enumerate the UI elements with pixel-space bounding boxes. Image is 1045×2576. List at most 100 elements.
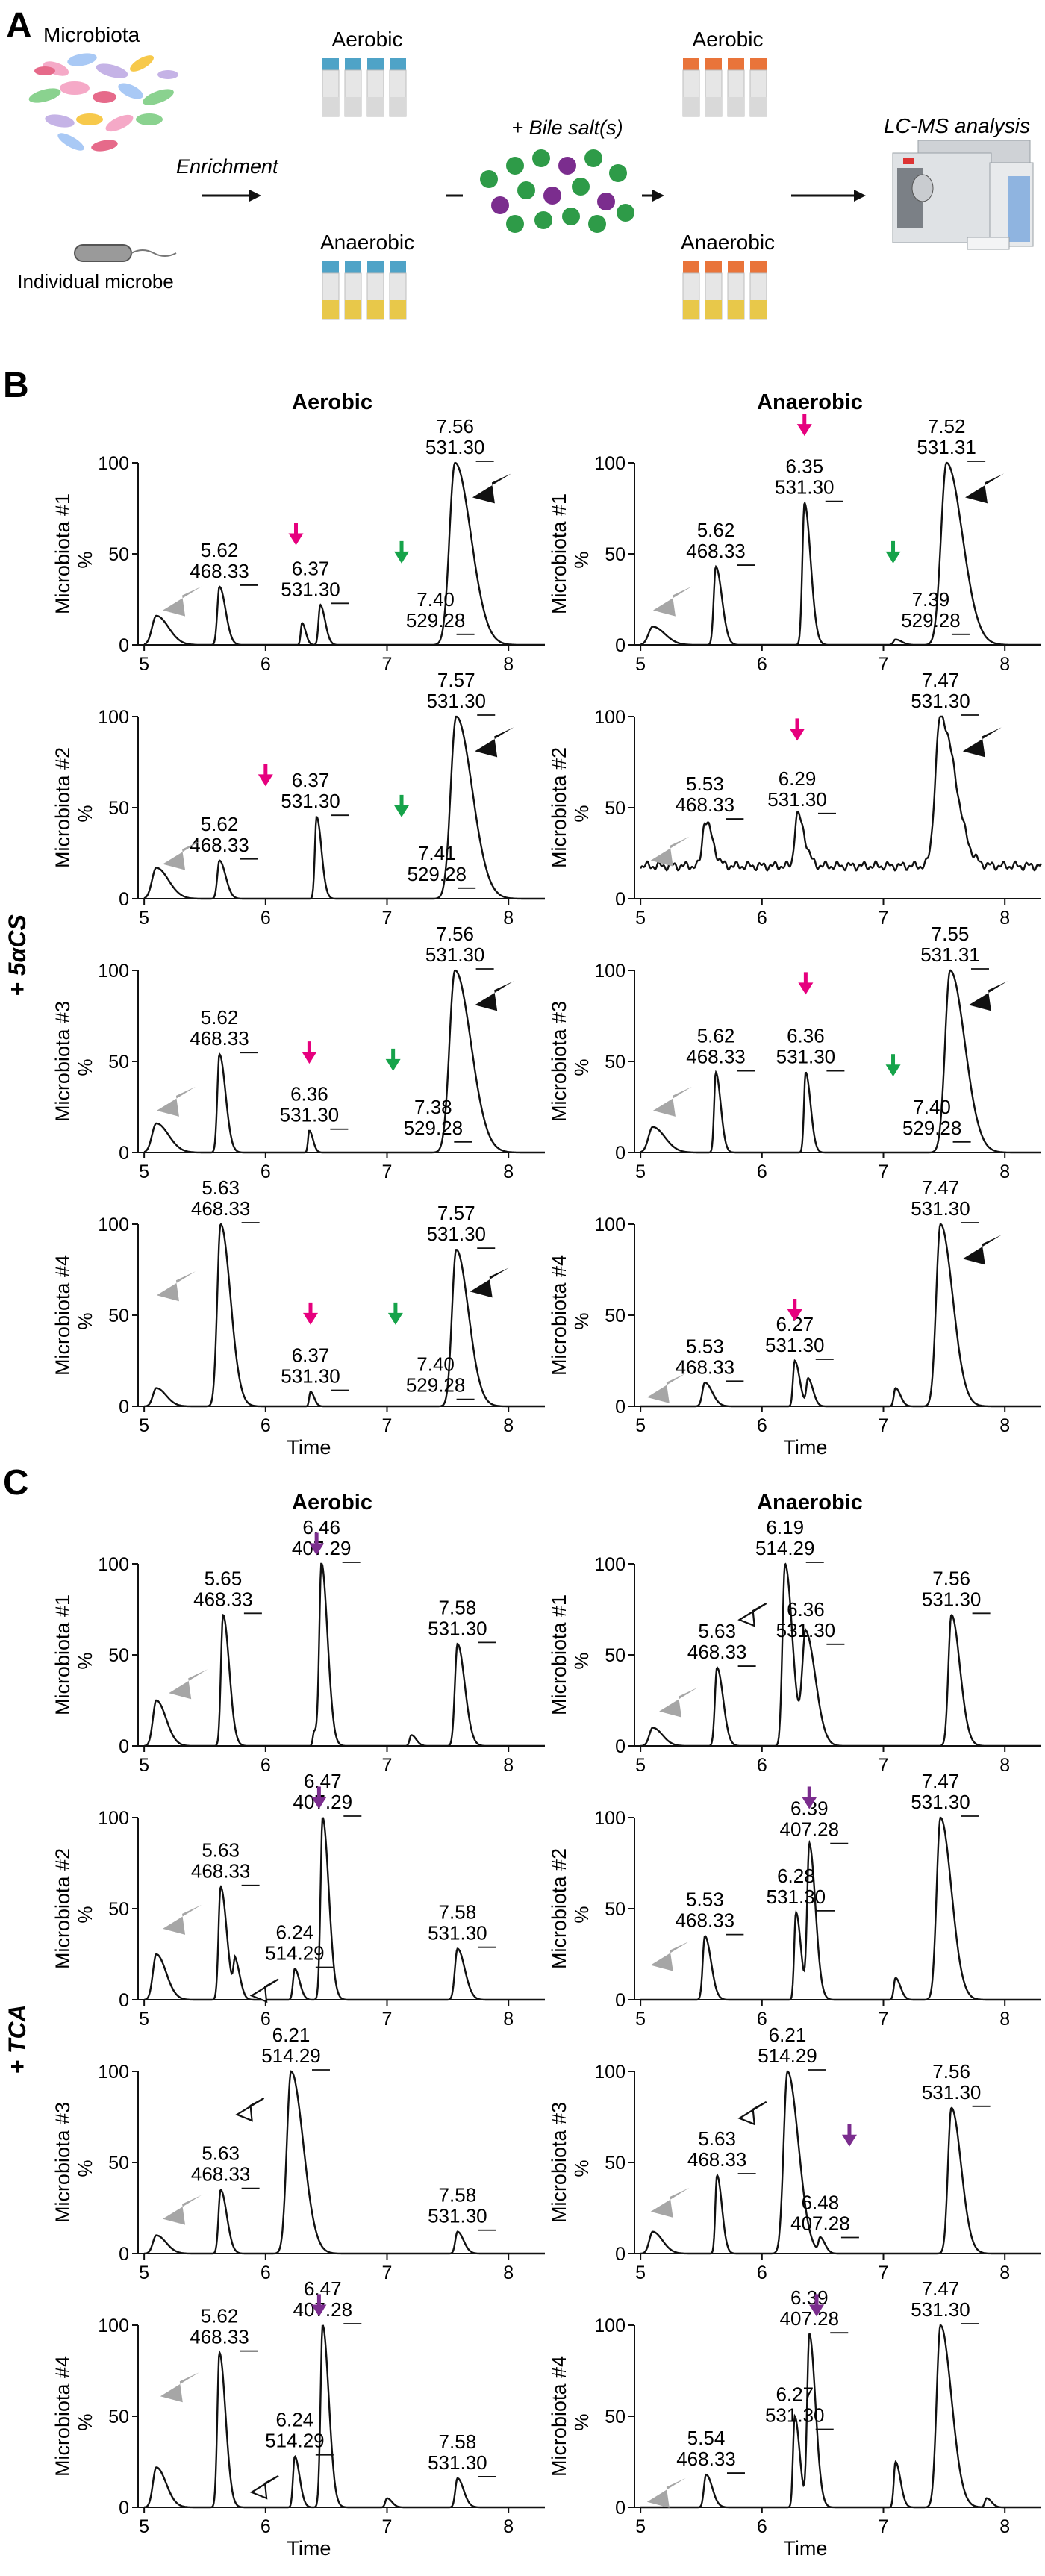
x-tick-label: 7 (382, 1161, 393, 1182)
peak-rt: 6.27 (776, 2383, 814, 2406)
chromatogram-trace (143, 1817, 545, 2001)
y-axis-label: % (74, 2413, 96, 2430)
y-tick-label: 100 (594, 1214, 626, 1235)
peak-mz: 529.28 (407, 863, 467, 885)
y-tick-label: 100 (594, 2315, 626, 2336)
magenta-arrowhead-icon (288, 533, 304, 546)
peak-mz: 531.30 (428, 2451, 487, 2474)
y-tick-label: 100 (98, 2062, 129, 2083)
purple-arrowhead-icon (311, 2304, 327, 2317)
peak-rt: 6.47 (304, 1770, 342, 1792)
arrow-lcms-icon (791, 190, 866, 202)
y-axis-label: % (74, 2159, 96, 2177)
peak-mz: 514.29 (758, 2045, 817, 2067)
peak-rt: 6.28 (777, 1865, 815, 1887)
x-tick-label: 8 (999, 654, 1010, 675)
x-tick-label: 8 (503, 2009, 514, 2030)
panel-b-side-label: + 5αCS (4, 914, 31, 997)
row-label: Microbiota #2 (52, 1848, 74, 1969)
peak-mz: 468.33 (687, 1641, 747, 1663)
tube-liquid (367, 97, 384, 116)
peak-mz: 407.28 (790, 2212, 850, 2234)
x-tick-label: 6 (757, 1755, 767, 1776)
x-tick-label: 7 (879, 2516, 889, 2537)
x-tick-label: 8 (999, 908, 1010, 929)
panel-c-side-label: + TCA (4, 2004, 31, 2074)
chromatogram-trace (143, 461, 545, 646)
tube-cap (345, 58, 361, 70)
tube-liquid (750, 300, 767, 319)
y-axis-label: % (74, 551, 96, 568)
peak-mz: 531.30 (922, 2081, 982, 2103)
peak-rt: 7.55 (932, 923, 970, 945)
peak-mz: 468.33 (676, 793, 735, 816)
peak-mz: 531.30 (280, 1104, 340, 1126)
purple-arrowhead-icon (311, 1797, 327, 1809)
y-tick-label: 100 (594, 2062, 626, 2083)
gray-arrowhead-icon (156, 1086, 196, 1117)
peak-mz: 531.30 (428, 2205, 487, 2227)
x-tick-label: 5 (139, 1161, 149, 1182)
magenta-arrowhead-icon (258, 774, 273, 787)
y-axis-label: % (570, 2159, 593, 2177)
peak-rt: 5.62 (201, 539, 239, 561)
peak-rt: 7.38 (414, 1096, 452, 1118)
lcms-label: LC-MS analysis (884, 114, 1030, 137)
y-tick-label: 50 (605, 1899, 626, 1920)
microbiota-cells-icon (28, 53, 178, 152)
black-arrowhead-icon (472, 473, 511, 504)
peak-rt: 7.58 (439, 1901, 477, 1924)
anaerobic-tubes-orange-icon (682, 261, 767, 320)
peak-rt: 5.63 (698, 1620, 736, 1642)
gray-arrowhead-icon (650, 836, 690, 867)
peak-rt: 7.58 (439, 2184, 477, 2207)
y-tick-label: 50 (108, 1306, 129, 1326)
peak-mz: 531.30 (428, 1617, 487, 1639)
peak-mz: 531.30 (765, 2404, 825, 2427)
row-label: Microbiota #4 (52, 1255, 74, 1376)
peak-rt: 6.47 (304, 2277, 342, 2300)
y-axis-label: % (570, 2413, 593, 2430)
peak-mz: 531.30 (425, 944, 485, 966)
row-label: Microbiota #4 (548, 2356, 570, 2477)
tube-liquid (705, 97, 722, 116)
chromatogram-trace (143, 1562, 545, 1747)
panel-b-col-title-anaerobic: Anaerobic (757, 390, 863, 414)
x-tick-label: 8 (999, 1161, 1010, 1182)
gray-arrowhead-icon (659, 1687, 699, 1718)
bile-salt-molecules-icon (480, 149, 634, 233)
y-tick-label: 0 (615, 1736, 626, 1757)
x-tick-label: 8 (503, 1755, 514, 1776)
x-tick-label: 6 (261, 2262, 271, 2283)
y-tick-label: 50 (605, 1052, 626, 1073)
peak-rt: 5.62 (201, 2305, 239, 2327)
y-tick-label: 0 (615, 2498, 626, 2519)
x-tick-label: 5 (635, 1161, 646, 1182)
y-tick-label: 0 (615, 1143, 626, 1164)
y-axis-label: % (570, 1906, 593, 1923)
row-label: Microbiota #3 (548, 1001, 570, 1122)
gray-arrowhead-icon (156, 1271, 196, 1302)
y-tick-label: 50 (108, 1052, 129, 1073)
peak-mz: 531.30 (922, 1588, 982, 1610)
peak-mz: 529.28 (404, 1117, 464, 1139)
x-tick-label: 7 (382, 2009, 393, 2030)
y-axis-label: % (570, 1058, 593, 1076)
x-tick-label: 6 (757, 2262, 767, 2283)
peak-rt: 6.48 (802, 2191, 840, 2213)
peak-rt: 6.37 (292, 557, 330, 579)
peak-mz: 468.33 (191, 2163, 251, 2186)
